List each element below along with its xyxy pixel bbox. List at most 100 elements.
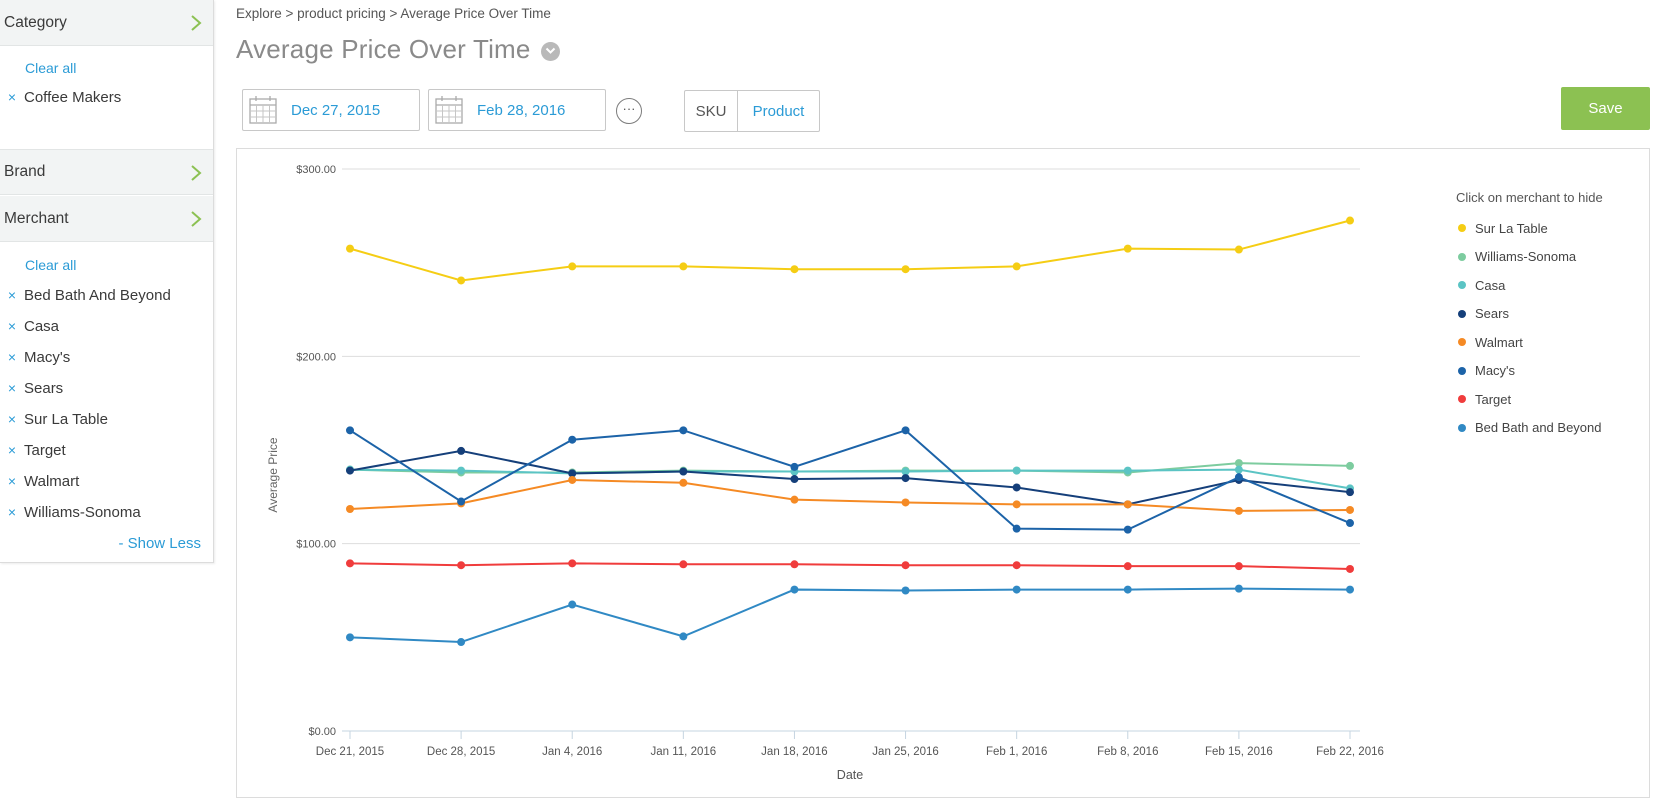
x-tick-label: Feb 8, 2016 [1097, 746, 1158, 758]
legend-item[interactable]: Target [1456, 385, 1646, 414]
legend-item[interactable]: Macy's [1456, 357, 1646, 386]
merchant-filter-label: Sears [24, 379, 64, 397]
show-less-link[interactable]: - Show Less [118, 535, 201, 552]
y-tick-label: $300.00 [296, 164, 336, 176]
category-clear-all-link[interactable]: Clear all [25, 60, 77, 76]
page-title-text: Average Price Over Time [236, 34, 531, 64]
data-point [1346, 461, 1354, 470]
series-line [349, 468, 1351, 490]
data-point [1123, 525, 1132, 534]
facet-title-category: Category [4, 13, 67, 31]
x-tick-label: Feb 15, 2016 [1205, 746, 1273, 758]
series-line [349, 478, 1351, 512]
legend-item[interactable]: Sur La Table [1456, 214, 1646, 243]
remove-filter-icon[interactable]: × [7, 89, 17, 105]
x-tick-label: Feb 1, 2016 [986, 746, 1047, 758]
calendar-icon [435, 96, 463, 124]
merchant-filter-label: Williams-Sonoma [24, 503, 141, 521]
data-point [1346, 505, 1354, 514]
data-point [790, 475, 799, 484]
legend-color-dot [1458, 252, 1466, 261]
end-date-picker[interactable]: Feb 28, 2016 [428, 89, 606, 131]
chevron-right-icon [191, 211, 202, 227]
legend-color-dot [1458, 338, 1466, 347]
legend-color-dot [1458, 423, 1466, 432]
data-point [679, 478, 688, 487]
remove-filter-icon[interactable]: × [7, 473, 17, 489]
series-line [349, 429, 1351, 531]
facet-title-brand: Brand [4, 163, 46, 180]
legend-color-dot [1458, 281, 1466, 290]
merchant-clear-all-link[interactable]: Clear all [25, 257, 77, 273]
data-point [790, 462, 799, 471]
data-point [1012, 585, 1021, 594]
data-point [679, 426, 688, 435]
series-line [349, 562, 1351, 570]
remove-filter-icon[interactable]: × [7, 287, 17, 303]
legend-item[interactable]: Casa [1456, 271, 1646, 300]
data-point [1234, 506, 1243, 515]
data-point [1123, 500, 1132, 509]
legend-item[interactable]: Williams-Sonoma [1456, 243, 1646, 272]
calendar-icon [249, 96, 277, 124]
remove-filter-icon[interactable]: × [7, 442, 17, 458]
legend-label: Target [1475, 391, 1512, 407]
data-point [346, 505, 354, 514]
data-point [901, 586, 910, 595]
toggle-product[interactable]: Product [752, 102, 805, 120]
data-point [568, 475, 577, 484]
data-point [1346, 564, 1354, 573]
toggle-sku[interactable]: SKU [685, 91, 738, 131]
remove-filter-icon[interactable]: × [7, 380, 17, 396]
legend-item[interactable]: Bed Bath and Beyond [1456, 414, 1646, 443]
chevron-right-icon [191, 165, 202, 181]
merchant-filter-item: × Sur La Table [0, 408, 108, 430]
remove-filter-icon[interactable]: × [7, 504, 17, 520]
x-tick-label: Dec 28, 2015 [427, 746, 495, 758]
category-filter-item: × Coffee Makers [0, 86, 121, 108]
legend-color-dot [1458, 395, 1466, 404]
save-button[interactable]: Save [1561, 87, 1650, 130]
data-point [568, 600, 577, 609]
y-tick-label: $200.00 [296, 351, 336, 363]
x-tick-label: Jan 4, 2016 [542, 746, 602, 758]
legend-item[interactable]: Sears [1456, 300, 1646, 329]
data-point [790, 585, 799, 594]
merchant-filter-item: × Sears [0, 377, 63, 399]
series-line [349, 219, 1351, 282]
facet-header-category[interactable]: Category [0, 0, 213, 46]
legend-label: Williams-Sonoma [1475, 249, 1577, 265]
legend-item[interactable]: Walmart [1456, 328, 1646, 357]
sku-product-toggle: SKU Product [684, 90, 820, 132]
chevron-down-icon[interactable] [540, 41, 560, 61]
facet-header-merchant[interactable]: Merchant [0, 196, 213, 242]
chart-legend: Click on merchant to hide Sur La Table Wi… [1456, 190, 1646, 442]
merchant-filter-item: × Walmart [0, 470, 79, 492]
data-point [1346, 519, 1354, 528]
more-options-icon[interactable]: ··· [616, 98, 642, 124]
legend-color-dot [1458, 224, 1466, 233]
data-point [1346, 488, 1354, 497]
data-point [457, 466, 466, 475]
data-point [1346, 585, 1354, 594]
legend-label: Casa [1475, 277, 1506, 293]
start-date-picker[interactable]: Dec 27, 2015 [242, 89, 420, 131]
data-point [346, 559, 354, 568]
merchant-filter-item: × Casa [0, 315, 59, 337]
remove-filter-icon[interactable]: × [7, 349, 17, 365]
data-point [1012, 483, 1021, 492]
remove-filter-icon[interactable]: × [7, 318, 17, 334]
data-point [1012, 524, 1021, 533]
facet-header-brand[interactable]: Brand [0, 149, 213, 195]
category-filter-label: Coffee Makers [24, 88, 122, 106]
legend-label: Bed Bath and Beyond [1475, 420, 1602, 436]
data-point [1234, 459, 1243, 468]
data-point [346, 426, 354, 435]
data-point [568, 559, 577, 568]
data-point [346, 244, 354, 253]
breadcrumb[interactable]: Explore > product pricing > Average Pric… [236, 6, 551, 21]
start-date-value: Dec 27, 2015 [291, 101, 381, 119]
legend-color-dot [1458, 366, 1466, 375]
series-line [349, 449, 1351, 506]
remove-filter-icon[interactable]: × [7, 411, 17, 427]
